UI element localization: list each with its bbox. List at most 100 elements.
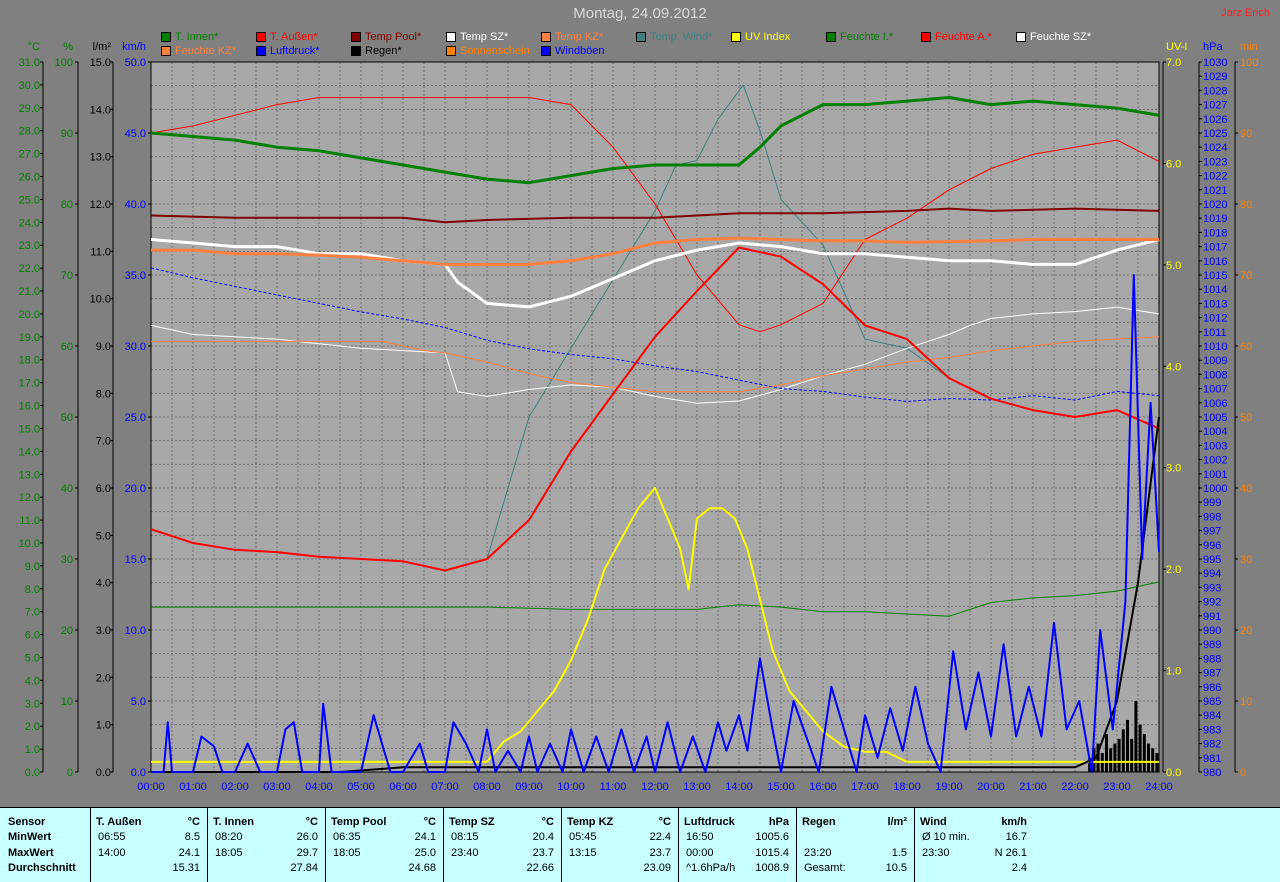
tick-label: 35.0 [125,270,146,282]
tick-label: 45.0 [125,128,146,140]
tick-label: 40 [61,483,73,495]
tick-label: 1014 [1203,284,1227,296]
legend-label: Luftdruck* [270,45,320,57]
tick-label: 6.0 [25,630,40,642]
tick-label: 25.0 [125,412,146,424]
axis-unit: UV-I [1166,41,1187,53]
tick-label: 994 [1203,568,1221,580]
legend-label: UV Index [745,31,791,43]
x-tick-label: 14:00 [725,781,753,793]
tick-label: 4.0 [1166,361,1181,373]
legend-swatch [446,32,456,42]
rain-bar [1113,743,1117,772]
x-tick-label: 24:00 [1145,781,1173,793]
tick-label: 1.0 [1166,666,1181,678]
tick-label: 19.0 [19,332,40,344]
tick-label: 80 [61,199,73,211]
x-tick-label: 15:00 [767,781,795,793]
stats-cell: 00:00 [686,847,714,859]
tick-label: 22.0 [19,263,40,275]
rain-bar [1117,738,1121,772]
stats-cell: 16.7 [1005,831,1027,843]
stats-cell: 29.7 [296,847,318,859]
stats-cell: Temp Pool [331,816,387,828]
data-series [150,84,1160,773]
tick-label: 40.0 [125,199,146,211]
tick-label: 30 [1240,554,1252,566]
tick-label: 12.0 [19,492,40,504]
tick-label: 17.0 [19,378,40,390]
x-tick-label: 00:00 [137,781,165,793]
stats-cell: T. Außen [96,816,142,828]
stats-cell: km/h [1001,816,1027,828]
tick-label: 31.0 [19,57,40,69]
legend-swatch [731,32,741,42]
tick-label: 10 [1240,696,1252,708]
legend-label: Feuchte SZ* [1030,31,1092,43]
tick-label: 3.0 [25,698,40,710]
tick-label: 20 [61,625,73,637]
x-tick-label: 05:00 [347,781,375,793]
tick-label: 3.0 [96,625,111,637]
series-line [150,207,1160,224]
stats-cell: 06:35 [333,831,361,843]
tick-label: 10 [61,696,73,708]
stats-cell: 23:30 [922,847,950,859]
legend-label: Regen* [365,45,402,57]
x-tick-label: 20:00 [977,781,1005,793]
x-tick-label: 23:00 [1103,781,1131,793]
tick-label: 7.0 [1166,57,1181,69]
stats-col: T. Außen °C 06:55 8.5 14:00 24.1 15.31 [90,808,207,882]
stats-cell: 20.4 [532,831,554,843]
series-line [150,238,1160,309]
tick-label: 50.0 [125,57,146,69]
tick-label: 20.0 [19,309,40,321]
stats-cell: 27.84 [290,862,318,874]
tick-label: 29.0 [19,103,40,115]
axis-unit: l/m² [93,41,112,53]
stats-cell: 22.4 [649,831,671,843]
stats-col: Temp Pool °C 06:35 24.1 18:05 25.0 24.68 [325,808,443,882]
tick-label: 80 [1240,199,1252,211]
x-tick-label: 03:00 [263,781,291,793]
tick-label: 1.0 [25,744,40,756]
stats-cell: 23.09 [643,862,671,874]
tick-label: 1018 [1203,227,1227,239]
tick-label: 23.0 [19,240,40,252]
tick-label: 981 [1203,753,1221,765]
tick-label: 987 [1203,668,1221,680]
stats-table: Sensor MinWert MaxWert Durchschnitt T. Außen… [0,807,1280,882]
legend-label: Sonnenschein [460,45,530,57]
stats-cell: °C [658,816,671,828]
x-tick-label: 08:00 [473,781,501,793]
x-tick-label: 07:00 [431,781,459,793]
stats-cell: 23.7 [532,847,554,859]
legend-swatch [256,46,266,56]
tick-label: 20.0 [125,483,146,495]
stats-cell: 16:50 [686,831,714,843]
tick-label: 1011 [1203,327,1227,339]
tick-label: 982 [1203,739,1221,751]
tick-label: 6.0 [1166,158,1181,170]
tick-label: 10.0 [19,538,40,550]
tick-label: 100 [55,57,73,69]
stats-cell: 18:05 [215,847,243,859]
legend-swatch [921,32,931,42]
tick-label: 1021 [1203,185,1227,197]
tick-label: 1019 [1203,213,1227,225]
legend-swatch [1016,32,1026,42]
tick-label: 980 [1203,767,1221,779]
stats-cell: 06:55 [98,831,126,843]
tick-label: 998 [1203,511,1221,523]
tick-label: 986 [1203,682,1221,694]
tick-label: 2.0 [25,721,40,733]
tick-label: 8.0 [25,584,40,596]
x-tick-label: 11:00 [600,781,627,793]
stats-cell: Sensor [8,816,46,828]
tick-label: 1026 [1203,114,1227,126]
stats-cell: °C [423,816,436,828]
stats-col: Wind km/h Ø 10 min. 16.7 23:30 N 26.1 2.4 [914,808,1034,882]
rain-bar [1092,748,1096,772]
tick-label: 27.0 [19,149,40,161]
x-tick-label: 13:00 [683,781,711,793]
